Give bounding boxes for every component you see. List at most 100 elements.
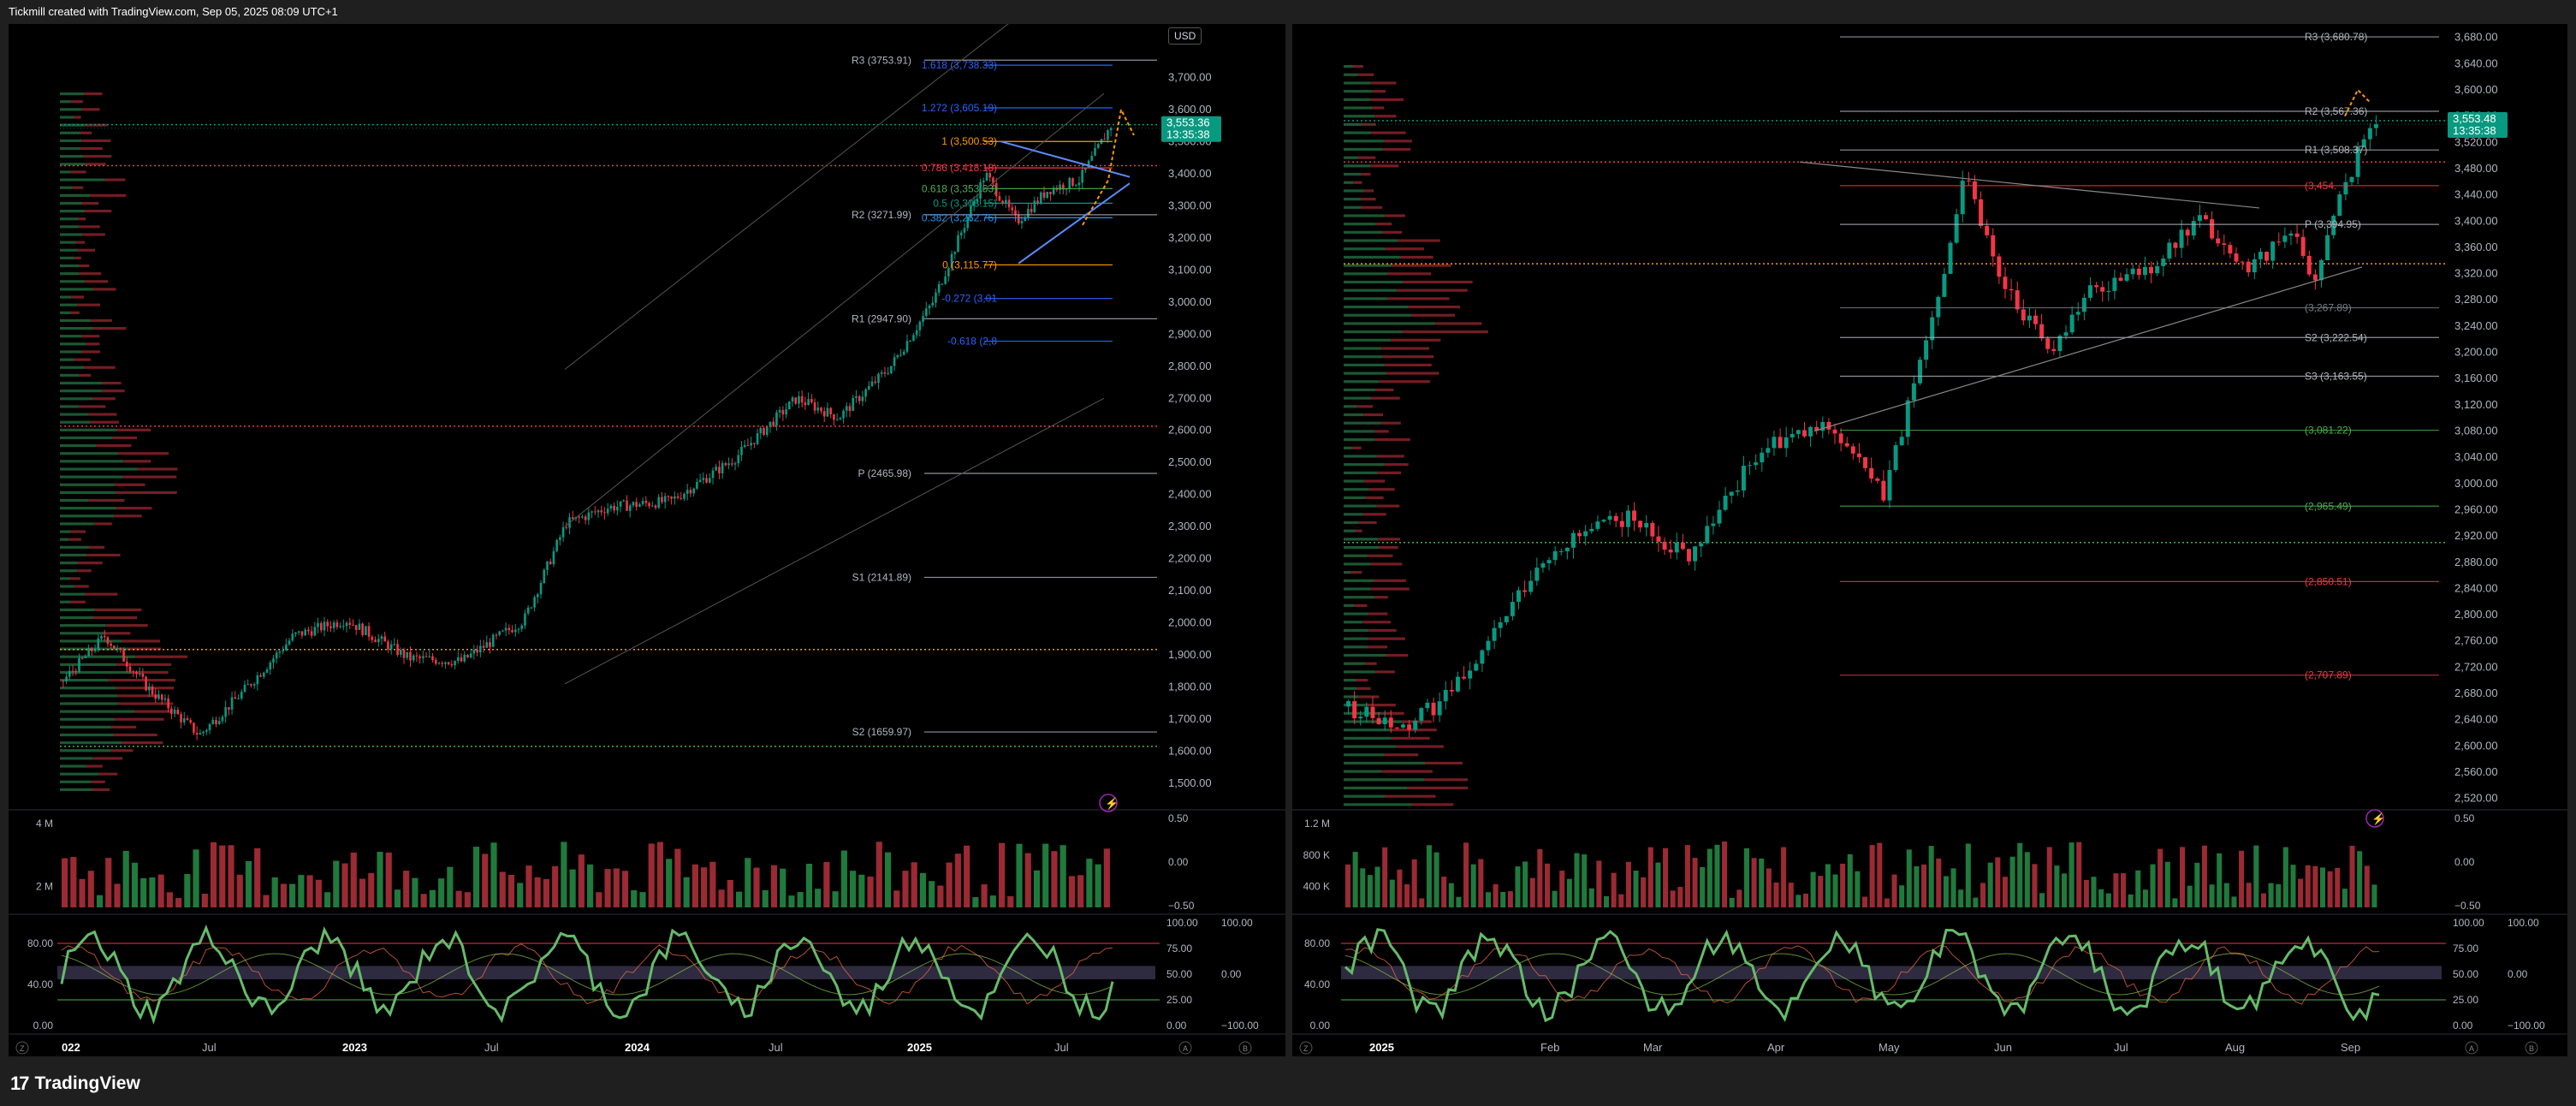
- candle-body: [1068, 177, 1071, 189]
- volume-profile-bar: [110, 749, 134, 752]
- oscillator-right-axis-label-2: −100.00: [1221, 1020, 1259, 1032]
- volume-bar: [298, 875, 305, 907]
- candle-body: [549, 561, 552, 565]
- volume-profile-bar: [60, 358, 74, 361]
- candle-body: [2003, 276, 2008, 289]
- candle-body: [1455, 676, 1460, 692]
- candle-body: [1504, 615, 1509, 622]
- volume-profile-bar: [60, 624, 106, 627]
- chart-panel-left[interactable]: 3,700.003,600.003,500.003,400.003,300.00…: [9, 0, 1285, 1056]
- candle-body: [835, 419, 839, 421]
- candle-body: [1686, 549, 1691, 562]
- volume-profile-bar: [60, 116, 74, 119]
- volume-profile-bar: [1344, 205, 1362, 209]
- volume-profile-bar: [1371, 131, 1406, 134]
- volume-bar: [1869, 845, 1875, 907]
- volume-bar: [1345, 864, 1351, 907]
- price-axis-label: 3,320.00: [2454, 267, 2498, 280]
- projection-path: [1082, 106, 1135, 226]
- fib-level-label: 0.786 (3,418.18): [922, 162, 997, 174]
- volume-profile-bar: [1374, 115, 1397, 118]
- candle-body: [71, 670, 74, 672]
- candle-body: [727, 463, 730, 466]
- volume-profile-bar: [1372, 90, 1386, 93]
- chart-panel-right[interactable]: 3,680.003,640.003,600.003,560.003,520.00…: [1292, 24, 2567, 1056]
- candle-body: [587, 512, 591, 520]
- candle-body: [2349, 176, 2354, 182]
- candle-body: [2039, 324, 2045, 339]
- volume-profile-bar: [88, 413, 117, 416]
- volume-bar: [1877, 842, 1883, 907]
- candle-body: [396, 644, 399, 655]
- tradingview-logo[interactable]: 17 TradingView: [10, 1072, 140, 1096]
- volume-bar: [1973, 897, 1979, 907]
- volume-profile-bar: [128, 647, 162, 651]
- candle-body: [412, 655, 415, 661]
- volume-profile-bar: [134, 710, 172, 713]
- volume-bar: [2201, 845, 2207, 907]
- volume-profile-bar: [85, 280, 109, 283]
- volume-bar: [1684, 845, 1690, 907]
- price-axis-label: 3,680.00: [2454, 31, 2498, 44]
- candle-body: [447, 662, 450, 664]
- volume-profile-bar: [92, 327, 127, 330]
- candle-body: [609, 505, 613, 509]
- volume-profile-bar: [60, 241, 76, 244]
- candle-body: [715, 467, 718, 471]
- volume-bar: [1936, 858, 1942, 907]
- volume-bar: [289, 883, 296, 907]
- price-axis-label: 3,400.00: [1168, 167, 1212, 180]
- volume-bar: [2180, 847, 2186, 907]
- volume-profile-bar: [1368, 612, 1388, 615]
- candle-body: [957, 235, 959, 253]
- volume-bar: [1051, 851, 1058, 907]
- candle-body: [2270, 241, 2276, 261]
- candle-body: [1492, 627, 1497, 641]
- volume-profile-bar: [60, 413, 89, 416]
- time-axis-label: 2025: [1369, 1041, 1394, 1054]
- candle-body: [116, 647, 119, 649]
- candle-body: [743, 445, 746, 447]
- volume-bar: [709, 861, 716, 907]
- candle-body: [504, 627, 507, 631]
- volume-bar: [2282, 847, 2288, 907]
- volume-bar: [1862, 896, 1868, 907]
- candle-body: [2142, 266, 2147, 276]
- candle-body: [2045, 338, 2051, 349]
- volume-bar: [193, 849, 199, 907]
- countdown-timer: 13:35:38: [1166, 128, 1210, 141]
- volume-profile-bar: [1344, 272, 1388, 276]
- volume-profile-bar: [60, 772, 99, 776]
- candle-body: [915, 330, 918, 336]
- volume-bar: [2083, 879, 2089, 907]
- chart-canvas-right[interactable]: 3,680.003,640.003,600.003,560.003,520.00…: [1292, 24, 2567, 1056]
- volume-profile-bar: [82, 155, 112, 158]
- price-axis-label: 2,600.00: [2454, 739, 2498, 752]
- volume-bar: [105, 858, 112, 907]
- scale-z-icon: [1299, 1041, 1313, 1055]
- candle-body: [530, 607, 533, 609]
- candle-body: [883, 372, 887, 374]
- candle-body: [552, 550, 555, 565]
- candle-body: [125, 661, 128, 667]
- candle-body: [141, 673, 145, 677]
- candle-body: [944, 276, 947, 284]
- candle-body: [1407, 724, 1412, 730]
- candle-body: [2155, 265, 2160, 274]
- chart-canvas-left[interactable]: 3,700.003,600.003,500.003,400.003,300.00…: [9, 0, 1285, 1056]
- price-axis-label: 1,600.00: [1168, 745, 1212, 758]
- candle-body: [335, 622, 339, 627]
- volume-profile-bar: [60, 92, 85, 96]
- candle-body: [772, 421, 775, 426]
- volume-bar: [578, 854, 585, 907]
- oscillator-right-axis-label-2: 100.00: [2508, 917, 2539, 929]
- volume-profile-bar: [79, 264, 90, 268]
- candle-body: [571, 517, 574, 520]
- volume-profile-bar: [1352, 65, 1363, 68]
- currency-badge[interactable]: USD: [1168, 27, 1202, 45]
- volume-profile-bar: [1344, 637, 1369, 640]
- volume-profile-bar: [72, 186, 84, 189]
- candle-body: [1662, 541, 1667, 550]
- volume-bar: [2231, 896, 2237, 907]
- volume-profile-bar: [77, 562, 103, 565]
